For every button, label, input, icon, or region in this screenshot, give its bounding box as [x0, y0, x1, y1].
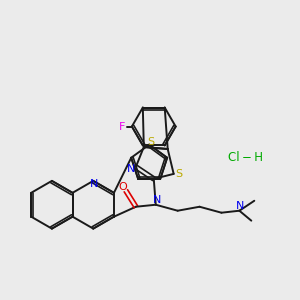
Text: O: O [118, 182, 127, 192]
Text: N: N [153, 195, 161, 205]
Text: S: S [148, 137, 155, 147]
Text: N: N [90, 179, 98, 189]
Text: S: S [175, 169, 182, 179]
Text: F: F [119, 122, 125, 131]
Text: Cl − H: Cl − H [228, 152, 262, 164]
Text: N: N [236, 201, 244, 211]
Text: N: N [127, 164, 135, 174]
